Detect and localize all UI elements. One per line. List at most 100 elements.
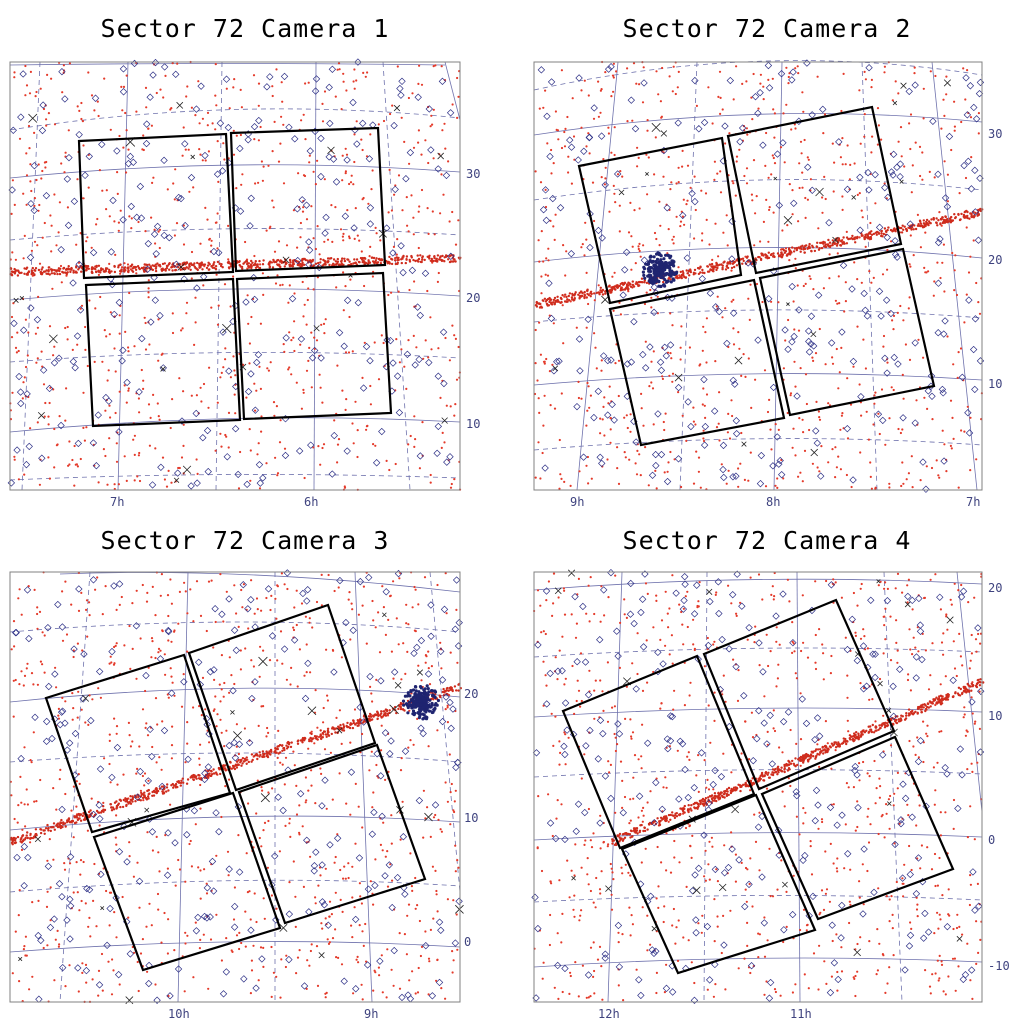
star-point [839, 468, 842, 471]
diamond-marker [39, 101, 47, 109]
diamond-marker [250, 295, 259, 304]
star-point [206, 218, 209, 221]
star-point [714, 360, 717, 363]
star-point [902, 397, 905, 400]
star-point [439, 641, 442, 644]
star-point [147, 403, 151, 406]
star-point [744, 375, 747, 378]
star-point [437, 271, 440, 275]
star-point [32, 731, 35, 734]
star-point [451, 210, 454, 214]
star-point [36, 357, 39, 360]
star-point [360, 902, 363, 905]
diamond-marker [74, 439, 83, 448]
band-point [932, 218, 935, 221]
star-point [424, 817, 427, 820]
star-point [132, 438, 135, 441]
star-point [739, 462, 742, 465]
star-point [38, 262, 42, 265]
diamond-marker [663, 204, 671, 212]
star-point [798, 162, 801, 165]
band-point [781, 253, 784, 256]
star-point [732, 327, 735, 330]
star-point [126, 263, 130, 266]
star-point [349, 278, 352, 281]
star-point [292, 860, 295, 863]
star-point [348, 315, 351, 319]
star-point [122, 85, 126, 88]
band-point [239, 265, 242, 268]
star-point [424, 139, 427, 142]
star-point [804, 373, 808, 376]
star-point [918, 145, 922, 148]
star-point [84, 348, 87, 351]
star-point [253, 382, 256, 385]
star-point [807, 158, 810, 161]
star-point [571, 97, 574, 100]
band-point [619, 282, 622, 286]
band-point [33, 273, 36, 276]
star-point [310, 943, 313, 946]
star-point [239, 668, 242, 671]
x-marker-stroke [37, 411, 45, 419]
star-point [412, 146, 416, 149]
band-point [166, 264, 169, 267]
star-point [112, 969, 115, 972]
star-point [543, 362, 546, 365]
star-point [356, 455, 359, 459]
star-point [119, 272, 122, 275]
star-point [151, 181, 154, 184]
band-point [979, 209, 983, 213]
band-point [99, 269, 103, 272]
star-point [351, 896, 354, 899]
star-point [949, 444, 952, 447]
star-point [417, 246, 420, 250]
star-point [25, 152, 28, 155]
star-point [839, 428, 842, 431]
star-point [608, 210, 611, 213]
star-point [139, 789, 142, 792]
star-point [339, 868, 342, 872]
band-point [113, 265, 116, 268]
star-point [932, 294, 935, 297]
star-point [14, 346, 18, 349]
star-point [599, 111, 602, 114]
band-point [568, 299, 571, 302]
cluster-point [660, 271, 664, 275]
diamond-marker [825, 219, 833, 227]
star-point [782, 112, 785, 115]
star-point [288, 817, 291, 820]
star-point [357, 961, 360, 964]
star-point [198, 148, 201, 151]
star-point [636, 165, 639, 168]
star-point [110, 661, 113, 664]
star-point [539, 181, 543, 184]
band-point [453, 685, 457, 688]
star-point [314, 902, 317, 905]
star-point [144, 230, 147, 233]
star-point [160, 941, 163, 944]
star-point [730, 399, 733, 402]
star-point [914, 141, 917, 144]
diamond-marker [285, 123, 293, 131]
star-point [141, 148, 144, 151]
diamond-marker [922, 485, 930, 493]
star-point [282, 343, 285, 346]
diamond-marker [971, 208, 980, 216]
star-point [115, 732, 118, 735]
star-point [109, 655, 112, 658]
star-point [538, 107, 541, 110]
star-point [345, 89, 348, 92]
diamond-marker [788, 282, 796, 291]
star-point [393, 908, 396, 911]
band-point [625, 283, 629, 286]
band-point [348, 260, 351, 263]
star-point [319, 874, 322, 877]
star-point [563, 480, 566, 483]
star-point [975, 281, 978, 285]
star-point [926, 407, 929, 410]
x-marker-stroke [892, 100, 898, 106]
star-point [68, 440, 71, 443]
band-point [855, 236, 858, 240]
diamond-marker [328, 65, 337, 73]
